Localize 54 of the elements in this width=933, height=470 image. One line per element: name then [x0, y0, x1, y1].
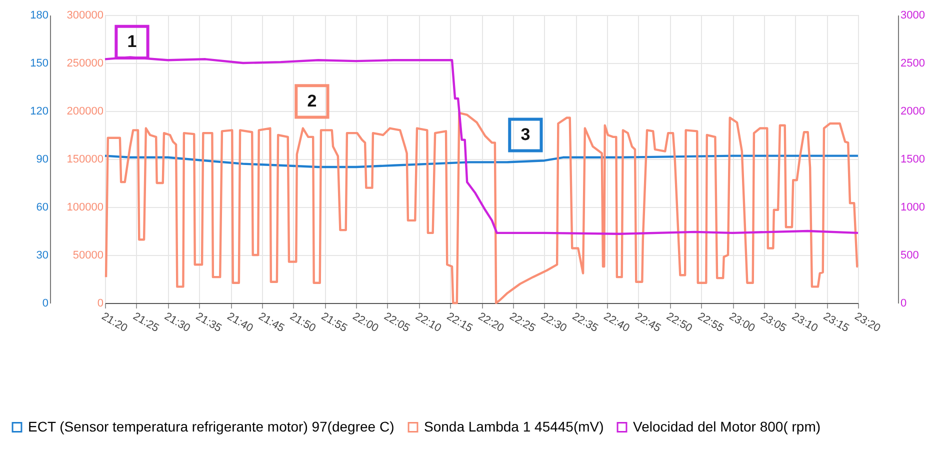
x-tick-label: 22:30: [538, 310, 569, 335]
y3-tick-label: 1000: [900, 202, 925, 214]
x-tick-label: 21:45: [256, 310, 286, 335]
x-tick-label: 21:55: [319, 310, 349, 335]
x-tick-label: 22:05: [382, 310, 412, 335]
x-tick-label: 22:45: [632, 310, 663, 335]
x-tick-label: 23:00: [727, 310, 757, 335]
line-series: [104, 112, 859, 304]
annotation: 2: [307, 91, 317, 110]
x-tick-label: 21:35: [194, 310, 224, 335]
legend-label: ECT (Sensor temperatura refrigerante motor) 97(degree C): [28, 418, 394, 434]
y2-tick-label: 50000: [72, 250, 104, 262]
legend-label: Velocidad del Motor 800( rpm): [633, 418, 821, 434]
y-tick-label: 30: [36, 250, 48, 262]
y2-tick-label: 250000: [66, 58, 104, 70]
x-tick-label: 23:10: [790, 310, 820, 335]
x-tick-label: 22:55: [696, 310, 726, 335]
x-tick-label: 22:25: [507, 310, 538, 335]
y2-tick-label: 300000: [66, 10, 104, 22]
x-tick-label: 22:40: [602, 310, 632, 335]
y-tick-label: 0: [42, 298, 48, 310]
y-tick-label: 90: [36, 154, 48, 166]
x-tick-label: 22:10: [413, 310, 444, 335]
line-series: [104, 154, 860, 168]
annotation: 1: [127, 32, 137, 52]
y3-tick-label: 2000: [900, 106, 925, 118]
y3-tick-label: 1500: [900, 154, 925, 166]
x-tick-label: 21:20: [100, 310, 130, 335]
y2-tick-label: 150000: [66, 154, 104, 166]
y-tick-label: 150: [30, 58, 48, 70]
x-tick-label: 22:00: [350, 310, 380, 335]
y2-tick-label: 0: [97, 298, 104, 310]
y3-tick-label: 500: [900, 250, 919, 262]
annotation: 3: [520, 125, 530, 144]
x-tick-label: 21:50: [288, 310, 318, 335]
y-tick-label: 180: [30, 10, 48, 22]
x-tick-label: 23:15: [821, 310, 851, 335]
legend-label: Sonda Lambda 1 45445(mV): [424, 418, 604, 434]
x-tick-label: 22:20: [476, 310, 506, 335]
x-tick-label: 23:05: [758, 310, 788, 335]
x-tick-label: 22:50: [664, 310, 694, 335]
y3-tick-label: 0: [900, 298, 907, 310]
y3-tick-label: 2500: [900, 58, 925, 70]
x-tick-label: 21:30: [162, 310, 192, 335]
x-tick-label: 21:25: [130, 310, 161, 335]
x-tick-label: 22:15: [444, 310, 474, 335]
y-tick-label: 60: [36, 202, 48, 214]
y2-tick-label: 100000: [66, 202, 104, 214]
y3-tick-label: 3000: [900, 10, 925, 22]
y2-tick-label: 200000: [66, 106, 104, 118]
x-tick-label: 22:35: [570, 310, 600, 335]
y-tick-label: 120: [30, 106, 48, 118]
x-tick-label: 23:20: [852, 310, 882, 335]
x-tick-label: 21:40: [225, 310, 255, 335]
